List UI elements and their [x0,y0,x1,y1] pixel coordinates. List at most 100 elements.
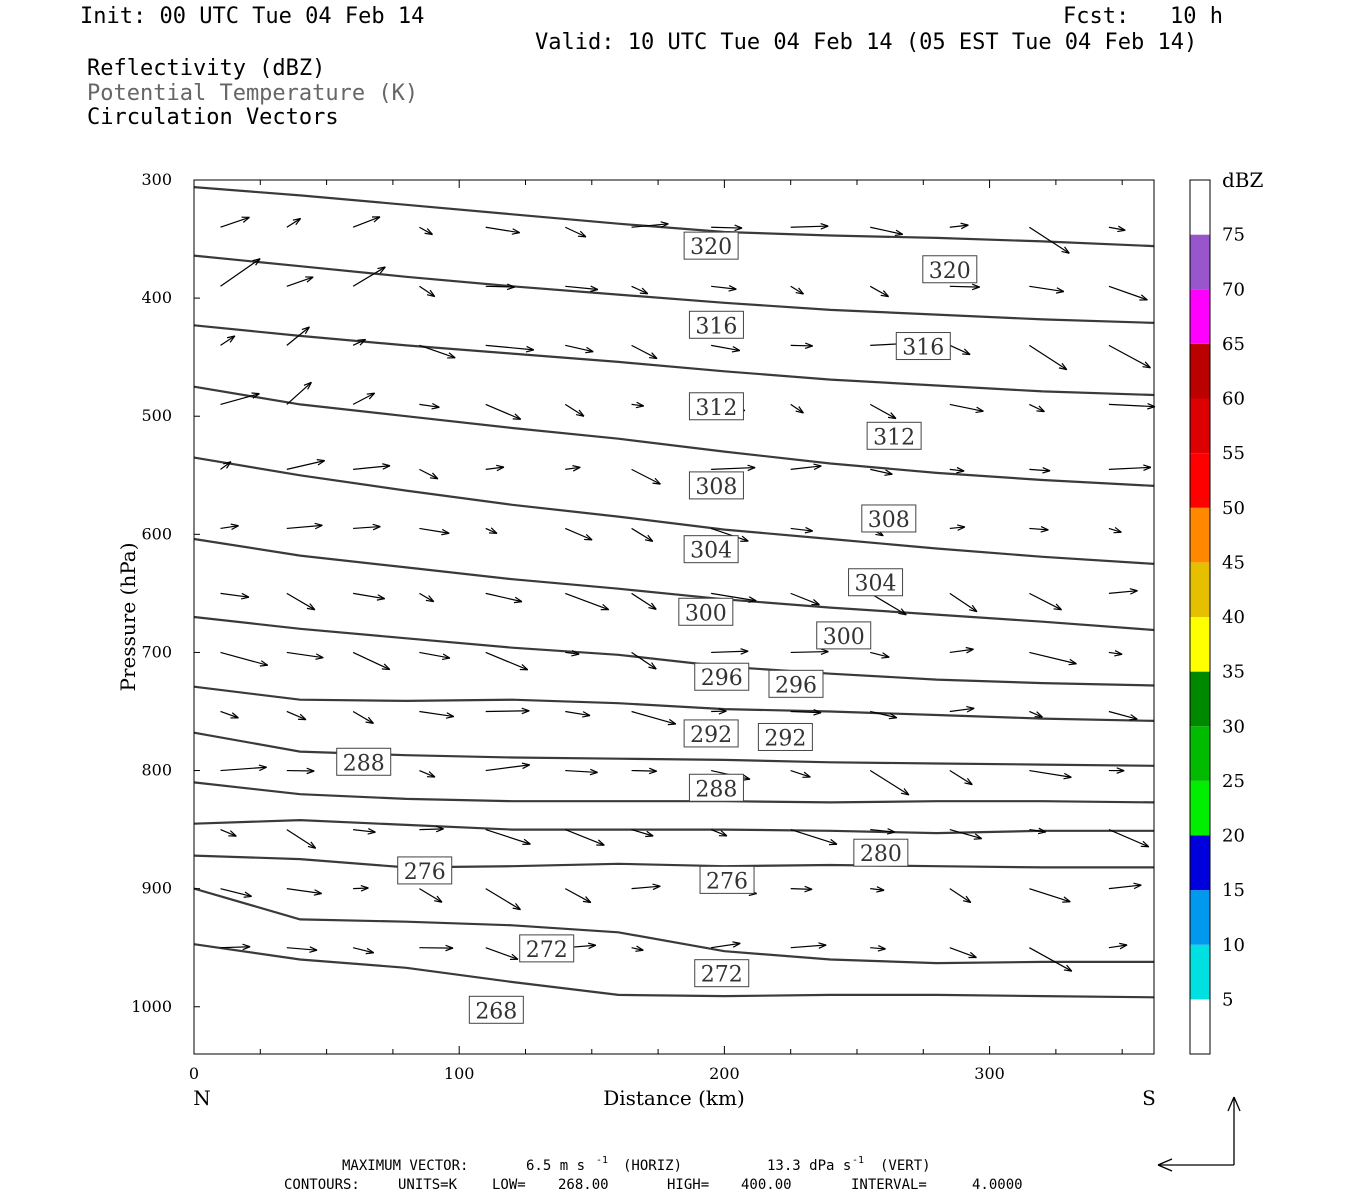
circulation-vector [869,285,890,298]
contour-label-box [688,471,744,500]
north-label: N [193,1086,211,1110]
circulation-vector [1029,769,1072,780]
circulation-vector [1029,947,1073,972]
circulation-vector [631,651,657,670]
circulation-vector [286,217,302,228]
circulation-vector [1108,588,1138,595]
contour-label-box [895,332,951,361]
circulation-vector [1108,942,1128,950]
circulation-vector [1108,285,1148,301]
colorbar-swatch [1190,617,1210,672]
circulation-vector [485,283,515,291]
contour-label: 280 [860,842,902,867]
circulation-vector [286,522,323,530]
forecast-hour: 10 h [1170,4,1223,29]
circulation-vector [1029,344,1068,371]
contour-label-box [694,662,750,691]
colorbar-swatch [1190,398,1210,454]
circulation-vector [1029,651,1077,666]
circulation-vector [419,888,443,903]
circulation-vector [790,648,829,656]
circulation-vector [631,285,649,295]
legend-reflectivity: Reflectivity (dBZ) [87,56,326,81]
y-tick-label: 900 [141,879,172,898]
contour-label-box [688,310,744,339]
circulation-vector [949,705,975,713]
circulation-vector [286,276,314,287]
contour-label: 300 [685,601,727,626]
circulation-vector [419,226,433,236]
contour-label-box [757,722,813,751]
circulation-vector [631,527,654,542]
circulation-vector [485,651,529,671]
circulation-vector [790,285,805,295]
circulation-vector [419,527,450,536]
x-tick-label: 0 [189,1064,199,1083]
circulation-vector [631,710,677,726]
circulation-vector [949,829,983,840]
x-tick-label: 200 [709,1064,740,1083]
contour-label-box [468,995,524,1024]
contour-label-box [922,255,978,284]
circulation-vector [286,767,315,775]
circulation-vector [790,709,822,716]
colorbar-level: 40 [1222,607,1245,628]
circulation-vector [220,764,267,772]
circulation-vector [631,401,645,409]
theta-contour-line [193,254,1155,324]
max-vector-horiz: 6.5 m s [526,1158,586,1174]
circulation-vector [565,829,605,846]
contour-high-label: HIGH= [667,1177,710,1193]
circulation-vector [790,829,838,846]
contour-label: 268 [475,999,517,1024]
contour-label: 316 [695,314,737,339]
circulation-vector [485,592,523,604]
colorbar-unit: dBZ [1222,168,1264,192]
contour-label: 312 [873,425,915,450]
circulation-vector [485,888,521,911]
circulation-vector [711,941,741,949]
circulation-vector [710,527,749,542]
circulation-vector [949,403,984,414]
circulation-vector [353,828,376,835]
colorbar-level: 50 [1222,498,1245,519]
circulation-vector [631,344,658,360]
circulation-vector [352,651,391,671]
circulation-vector [419,402,440,410]
contour-high-value: 400.00 [741,1177,792,1193]
circulation-vector [565,465,581,472]
contour-label: 304 [855,572,897,597]
contour-label-box [688,773,744,802]
circulation-vector [565,527,593,541]
circulation-vector [565,344,594,354]
circulation-vector [353,463,391,470]
circulation-vector [870,710,898,720]
y-tick-label: 1000 [131,997,172,1016]
circulation-vector [870,886,885,893]
x-axis-label: Distance (km) [603,1086,745,1110]
circulation-vector [565,710,591,718]
circulation-vector [419,344,456,359]
colorbar-swatch [1190,999,1210,1054]
vert-unit: (VERT) [880,1158,931,1174]
contour-label: 308 [868,508,910,533]
contour-label-box [694,959,750,988]
circulation-vector [1108,650,1123,657]
circulation-vector [711,464,756,472]
colorbar-level: 45 [1222,552,1245,573]
theta-contour-line [193,385,1155,487]
colorbar-swatch [1190,562,1210,617]
plot-frame [193,179,1155,1055]
circulation-vector [1108,464,1152,472]
theta-contour-line [193,537,1155,632]
circulation-vector [790,526,813,534]
circulation-vector [1029,526,1049,533]
circulation-vector [352,710,374,725]
colorbar-swatch [1190,234,1210,290]
contour-label: 288 [695,777,737,802]
circulation-vector [564,888,592,904]
contour-label: 296 [701,666,743,691]
y-tick-label: 600 [141,524,172,543]
circulation-vector [352,392,376,405]
circulation-vector [870,945,886,952]
